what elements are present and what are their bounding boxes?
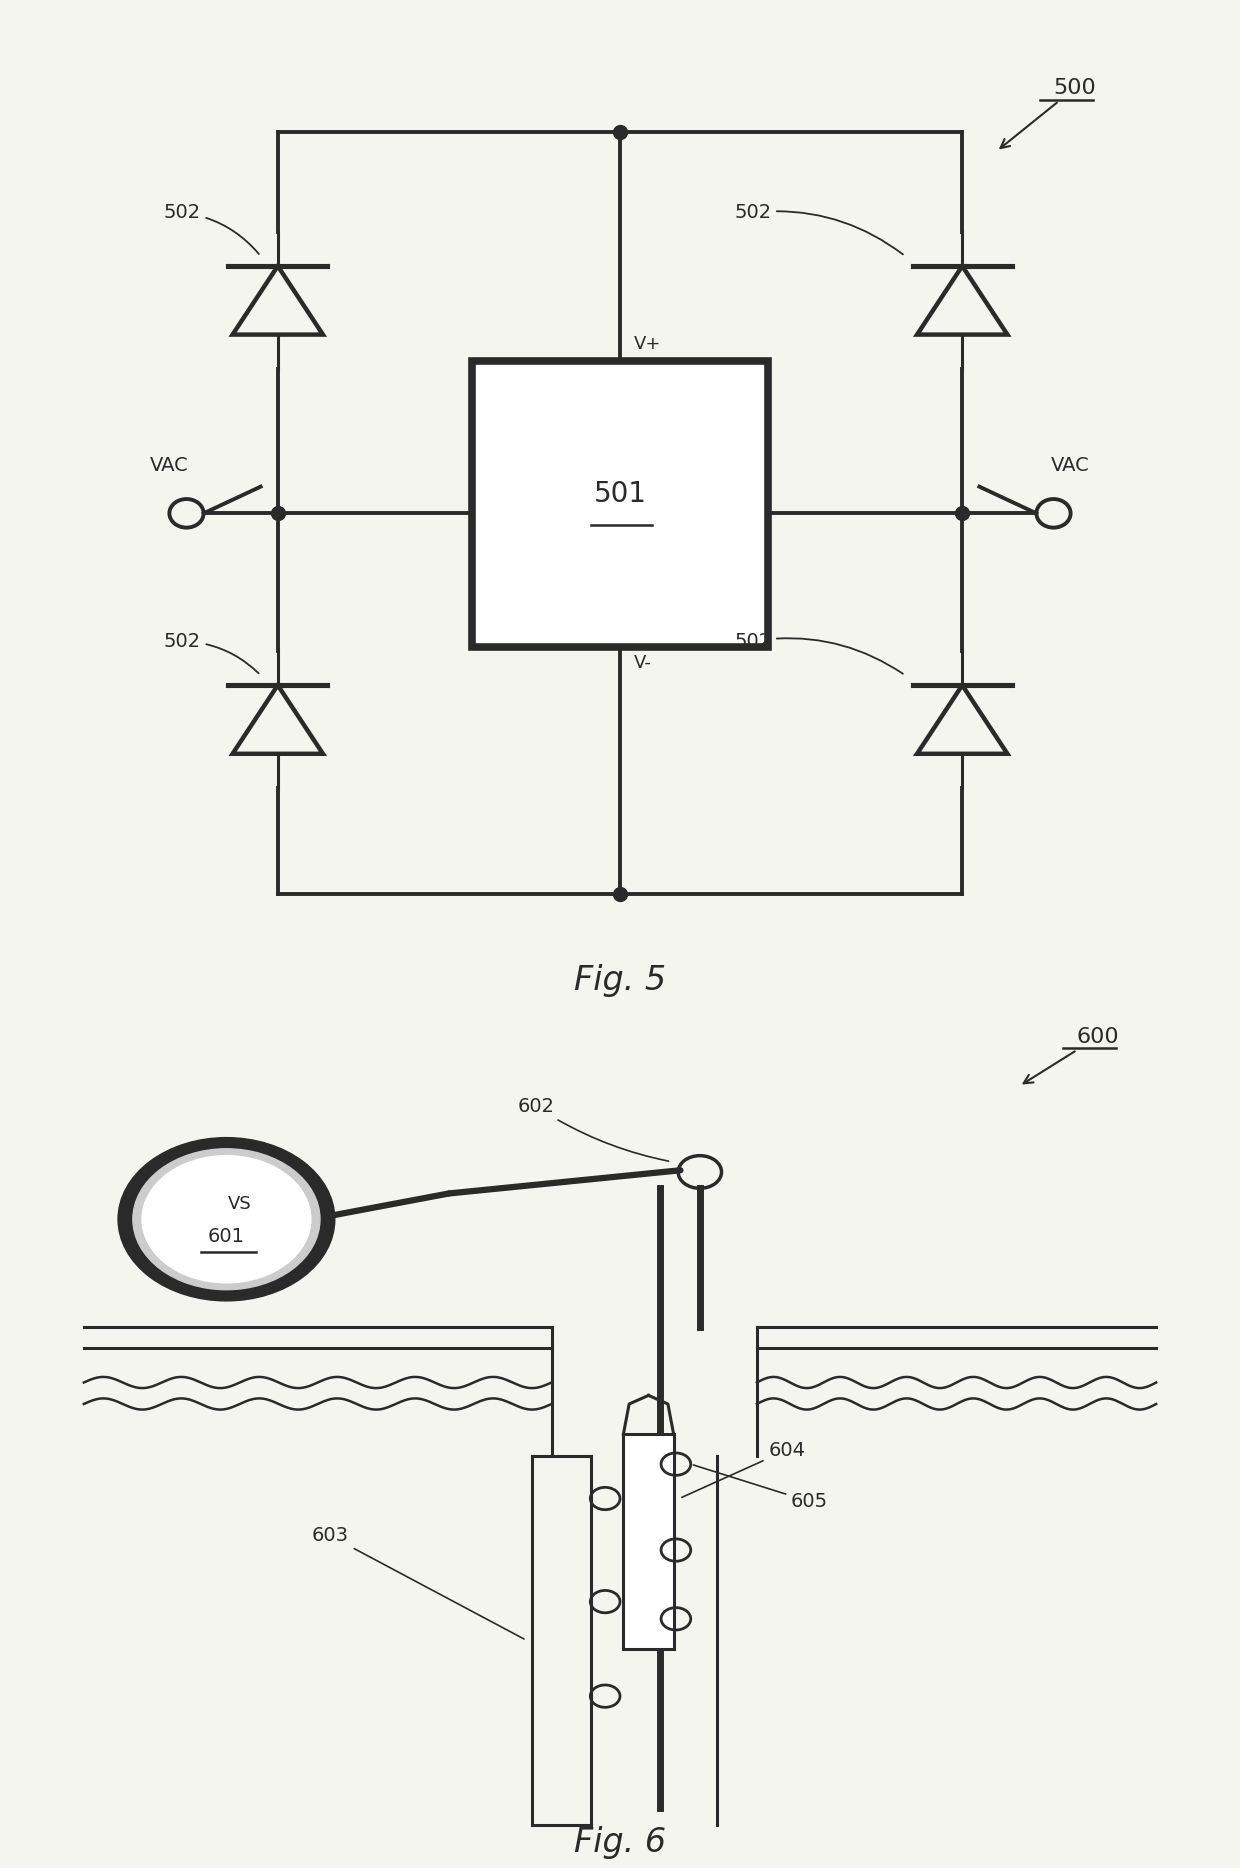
Text: 502: 502 bbox=[164, 204, 259, 254]
FancyBboxPatch shape bbox=[624, 1435, 673, 1649]
Point bbox=[610, 118, 630, 148]
FancyBboxPatch shape bbox=[471, 361, 769, 646]
Point bbox=[268, 499, 288, 529]
Text: 604: 604 bbox=[682, 1440, 805, 1498]
Text: 600: 600 bbox=[1023, 1027, 1118, 1083]
Text: 502: 502 bbox=[734, 204, 903, 254]
Circle shape bbox=[133, 1149, 320, 1289]
Text: 500: 500 bbox=[1001, 78, 1096, 148]
Circle shape bbox=[118, 1138, 335, 1300]
Text: Fig. 5: Fig. 5 bbox=[574, 964, 666, 998]
Text: Fig. 6: Fig. 6 bbox=[574, 1825, 666, 1859]
Text: 601: 601 bbox=[208, 1227, 246, 1246]
Text: VAC: VAC bbox=[150, 456, 188, 474]
Text: 603: 603 bbox=[312, 1526, 525, 1638]
Text: 502: 502 bbox=[164, 631, 259, 672]
Text: 602: 602 bbox=[517, 1097, 668, 1162]
Point bbox=[952, 499, 972, 529]
Text: V-: V- bbox=[634, 654, 651, 672]
Text: VAC: VAC bbox=[1052, 456, 1090, 474]
Circle shape bbox=[143, 1156, 311, 1283]
Point bbox=[610, 880, 630, 910]
Text: 502: 502 bbox=[734, 631, 903, 674]
Text: VS: VS bbox=[228, 1196, 252, 1212]
Text: 501: 501 bbox=[594, 480, 646, 508]
Text: V+: V+ bbox=[634, 334, 661, 353]
Text: 605: 605 bbox=[693, 1465, 828, 1511]
